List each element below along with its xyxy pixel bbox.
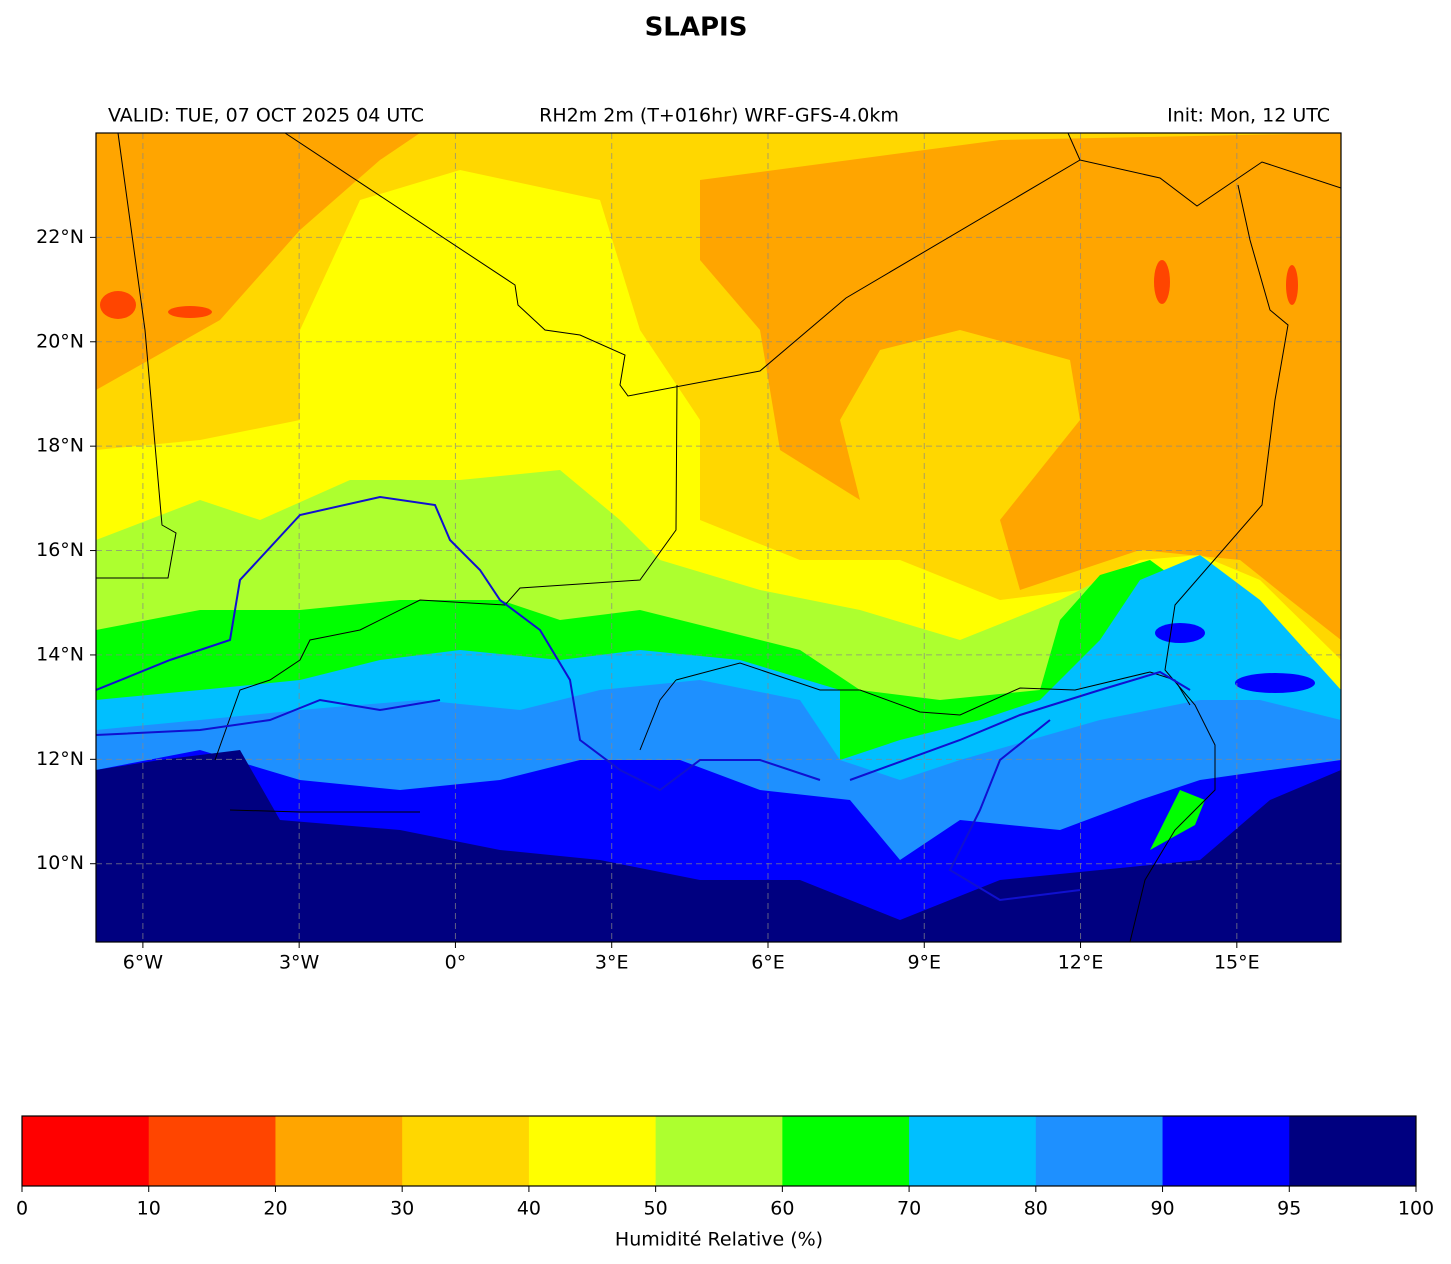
colorbar-segment — [1289, 1116, 1417, 1186]
humidity-zone — [96, 750, 1341, 942]
border — [96, 133, 177, 579]
humidity-zone — [1150, 790, 1205, 850]
colorbar-segment — [782, 1116, 910, 1186]
y-tick-label: 14°N — [36, 643, 84, 665]
x-tick-label: 9°E — [907, 952, 941, 974]
colorbar-tick-label: 10 — [137, 1198, 161, 1220]
y-tick-label: 12°N — [36, 748, 84, 770]
colorbar-segment — [1035, 1116, 1164, 1186]
river — [96, 698, 441, 736]
colorbar-segment — [275, 1116, 403, 1186]
colorbar-label: Humidité Relative (%) — [615, 1229, 823, 1251]
colorbar-segment — [22, 1116, 150, 1186]
colorbar-frame — [21, 1115, 1417, 1187]
colorbar-tick-label: 100 — [1398, 1198, 1434, 1220]
border — [284, 133, 1341, 397]
x-tick-label: 6°W — [123, 952, 164, 974]
colorbar-tick-label: 95 — [1277, 1198, 1301, 1220]
x-tick-label: 3°W — [279, 952, 320, 974]
x-tick-label: 15°E — [1214, 952, 1260, 974]
colorbar-segment — [528, 1116, 657, 1186]
map-lines — [96, 133, 1341, 942]
colorbar-segment — [655, 1116, 783, 1186]
humidity-zone — [100, 291, 136, 319]
y-tick-label: 20°N — [36, 330, 84, 352]
colorbar-tick-label: 40 — [517, 1198, 541, 1220]
y-tick-label: 18°N — [36, 435, 84, 457]
border — [639, 679, 677, 751]
x-tick-label: 0° — [445, 952, 467, 974]
x-tick-label: 12°E — [1058, 952, 1104, 974]
border — [214, 384, 678, 761]
humidity-zone — [96, 133, 420, 390]
river — [948, 719, 1081, 902]
y-tick-label: 16°N — [36, 539, 84, 561]
river — [849, 670, 1191, 781]
border — [229, 809, 420, 813]
map-frame — [95, 132, 1342, 943]
colorbar-tick-label: 60 — [770, 1198, 794, 1220]
colorbar-segment — [1162, 1116, 1290, 1186]
colorbar-tick-label: 80 — [1024, 1198, 1048, 1220]
colorbar-tick-label: 0 — [16, 1198, 28, 1220]
header-right: Init: Mon, 12 UTC — [1167, 105, 1330, 127]
border — [1129, 184, 1289, 942]
humidity-zone — [700, 133, 1341, 640]
border — [675, 662, 1191, 716]
header-left: VALID: TUE, 07 OCT 2025 04 UTC — [108, 105, 424, 127]
colorbar-tick-label: 70 — [897, 1198, 921, 1220]
y-tick-label: 10°N — [36, 852, 84, 874]
title: SLAPIS — [645, 13, 748, 43]
river — [96, 495, 821, 792]
x-tick-label: 6°E — [751, 952, 785, 974]
x-tick-label: 3°E — [595, 952, 629, 974]
colorbar-tick-label: 30 — [390, 1198, 414, 1220]
humidity-zone — [1155, 623, 1205, 643]
colorbar-segment — [402, 1116, 530, 1186]
y-tick-label: 22°N — [36, 226, 84, 248]
colorbar-tick-label: 90 — [1150, 1198, 1174, 1220]
humidity-field — [96, 133, 1341, 942]
colorbar-segment — [148, 1116, 276, 1186]
humidity-zone — [1235, 673, 1315, 693]
colorbar-tick-label: 50 — [644, 1198, 668, 1220]
colorbar-segment — [909, 1116, 1037, 1186]
header-center: RH2m 2m (T+016hr) WRF-GFS-4.0km — [539, 105, 899, 127]
humidity-zone — [1286, 265, 1298, 305]
colorbar-tick-label: 20 — [263, 1198, 287, 1220]
humidity-zone — [168, 306, 212, 318]
humidity-zone — [1154, 260, 1170, 304]
border — [1067, 133, 1081, 161]
